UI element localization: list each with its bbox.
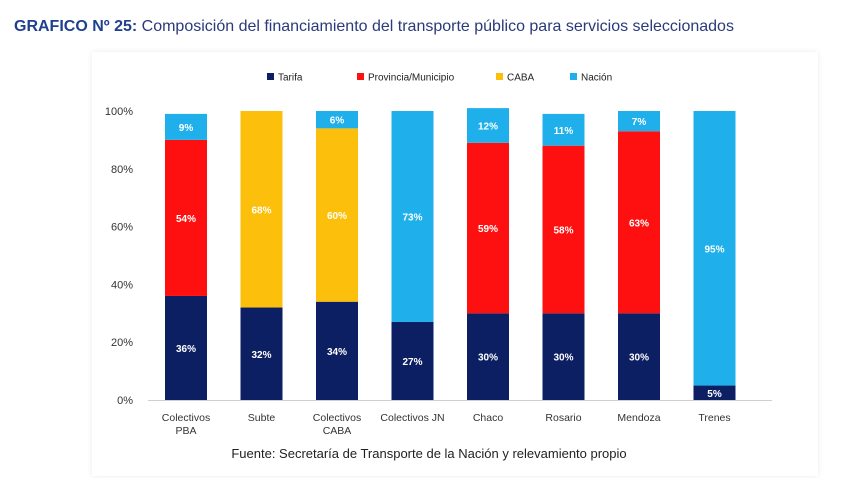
- data-label: 27%: [402, 357, 422, 368]
- y-tick-label: 60%: [111, 222, 133, 234]
- x-tick-label: Colectivos: [162, 412, 210, 424]
- data-label: 30%: [553, 353, 573, 364]
- x-tick-label: Chaco: [473, 412, 504, 424]
- bar-segment: [467, 108, 509, 143]
- data-label: 6%: [330, 116, 345, 127]
- x-tick-label: PBA: [175, 425, 196, 437]
- x-tick-label: CABA: [323, 425, 352, 437]
- bar-segment: [316, 128, 358, 302]
- y-tick-label: 40%: [111, 279, 133, 291]
- x-tick-label: Subte: [248, 412, 276, 424]
- legend-swatch: [570, 73, 577, 80]
- x-tick-label: Trenes: [698, 412, 730, 424]
- bar-segment: [542, 145, 585, 314]
- data-label: 30%: [629, 353, 649, 364]
- bar-segment: [165, 295, 207, 400]
- legend-swatch: [496, 73, 503, 80]
- bar-segment: [391, 321, 434, 400]
- legend-swatch: [357, 73, 364, 80]
- bar-segment: [542, 313, 585, 400]
- data-label: 73%: [402, 212, 422, 223]
- legend-label: Nación: [581, 73, 612, 84]
- bar-segment: [240, 307, 283, 400]
- chart-title: GRAFICO Nº 25: Composición del financiam…: [14, 18, 734, 36]
- data-label: 60%: [327, 211, 347, 222]
- data-label: 30%: [478, 353, 498, 364]
- data-label: 5%: [707, 389, 722, 400]
- data-label: 7%: [632, 117, 647, 128]
- bar-segment: [316, 111, 358, 129]
- bar-segment: [391, 111, 434, 322]
- y-tick-label: 100%: [105, 106, 133, 118]
- data-label: 11%: [554, 126, 574, 137]
- y-tick-label: 20%: [111, 337, 133, 349]
- title-separator: :: [131, 18, 138, 35]
- data-label: 32%: [251, 350, 271, 361]
- bar-segment: [165, 113, 207, 140]
- data-label: 9%: [179, 123, 194, 134]
- data-label: 58%: [553, 225, 573, 236]
- data-label: 95%: [704, 244, 724, 255]
- data-label: 34%: [327, 347, 347, 358]
- bar-segment: [467, 142, 509, 314]
- data-label: 36%: [176, 344, 196, 355]
- bar-segment: [542, 113, 585, 146]
- bar-segment: [467, 313, 509, 400]
- y-tick-label: 80%: [111, 164, 133, 176]
- x-tick-label: Mendoza: [617, 412, 660, 424]
- x-tick-label: Colectivos: [313, 412, 361, 424]
- bar-segment: [316, 301, 358, 400]
- data-label: 63%: [629, 218, 649, 229]
- data-label: 54%: [176, 214, 196, 225]
- bar-segment: [618, 313, 660, 400]
- y-tick-label: 0%: [117, 395, 133, 407]
- x-tick-label: Rosario: [545, 412, 581, 424]
- bar-segment: [618, 111, 660, 132]
- legend-label: CABA: [507, 73, 535, 84]
- legend-label: Tarifa: [278, 73, 303, 84]
- data-label: 59%: [478, 224, 498, 235]
- bar-segment: [693, 385, 736, 400]
- legend-swatch: [267, 73, 274, 80]
- legend-label: Provincia/Municipio: [368, 73, 455, 84]
- data-label: 12%: [478, 121, 498, 132]
- bar-segment: [165, 139, 207, 296]
- bar-segment: [693, 111, 736, 386]
- source-note: Fuente: Secretaría de Transporte de la N…: [231, 446, 627, 461]
- data-label: 68%: [251, 205, 271, 216]
- bar-segment: [240, 111, 283, 308]
- title-prefix: GRAFICO Nº 25: [14, 18, 132, 35]
- x-tick-label: Colectivos JN: [380, 412, 444, 424]
- title-text: Composición del financiamiento del trans…: [137, 18, 734, 35]
- bar-segment: [618, 131, 660, 314]
